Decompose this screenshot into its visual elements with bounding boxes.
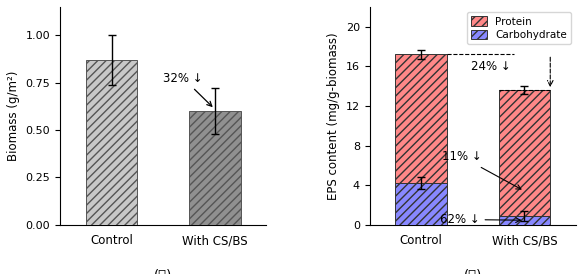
Y-axis label: Biomass (g/m²): Biomass (g/m²) [7,71,20,161]
Bar [189,111,241,225]
Text: 32% ↓: 32% ↓ [163,72,212,106]
Bar [86,60,138,225]
Text: 11% ↓: 11% ↓ [442,150,521,189]
Bar [395,183,447,225]
Bar [498,90,550,216]
Bar [395,55,447,183]
Bar [498,216,550,225]
Text: 24% ↓: 24% ↓ [471,60,511,73]
Y-axis label: EPS content (mg/g-biomass): EPS content (mg/g-biomass) [327,32,340,200]
Legend: Protein, Carbohydrate: Protein, Carbohydrate [467,12,571,44]
Text: (나): (나) [463,269,482,274]
Text: 62% ↓: 62% ↓ [440,213,521,226]
Text: (가): (가) [154,269,173,274]
